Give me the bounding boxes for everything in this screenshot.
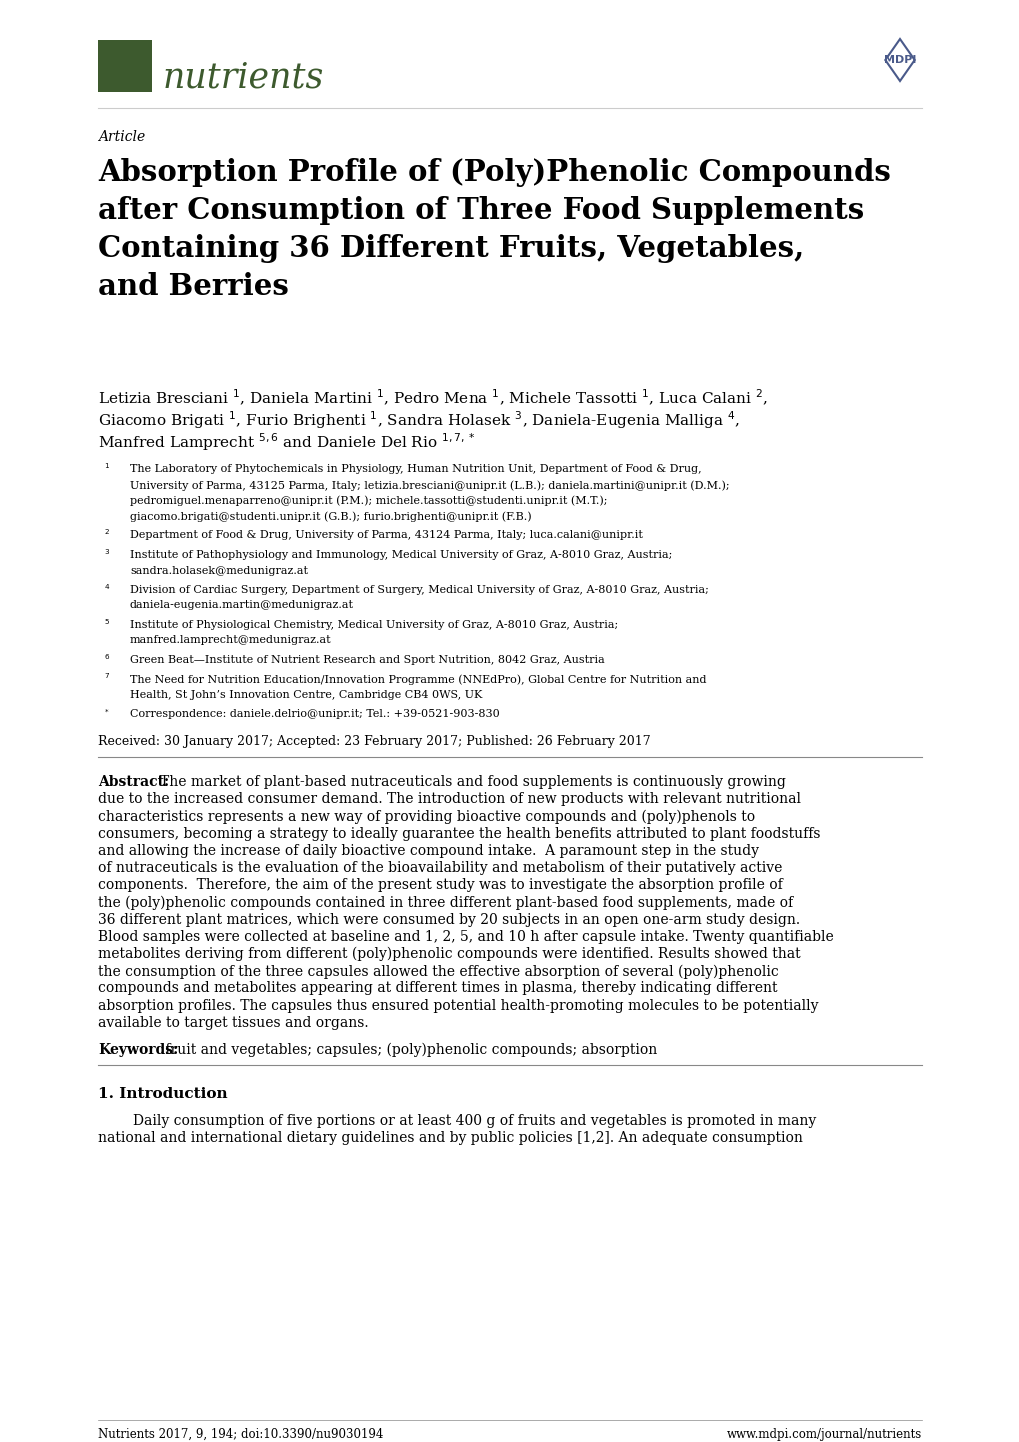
Text: consumers, becoming a strategy to ideally guarantee the health benefits attribut: consumers, becoming a strategy to ideall…	[98, 826, 819, 841]
Text: Received: 30 January 2017; Accepted: 23 February 2017; Published: 26 February 20: Received: 30 January 2017; Accepted: 23 …	[98, 735, 650, 748]
Text: The Laboratory of Phytochemicals in Physiology, Human Nutrition Unit, Department: The Laboratory of Phytochemicals in Phys…	[129, 464, 701, 474]
Text: giacomo.brigati@studenti.unipr.it (G.B.); furio.brighenti@unipr.it (F.B.): giacomo.brigati@studenti.unipr.it (G.B.)…	[129, 510, 531, 522]
Text: $^{7}$: $^{7}$	[104, 675, 110, 684]
Text: manfred.lamprecht@medunigraz.at: manfred.lamprecht@medunigraz.at	[129, 636, 331, 646]
Text: the (poly)phenolic compounds contained in three different plant-based food suppl: the (poly)phenolic compounds contained i…	[98, 895, 793, 910]
Text: www.mdpi.com/journal/nutrients: www.mdpi.com/journal/nutrients	[726, 1428, 921, 1441]
Text: $^{3}$: $^{3}$	[104, 549, 110, 559]
FancyBboxPatch shape	[98, 40, 152, 92]
Text: Green Beat—Institute of Nutrient Research and Sport Nutrition, 8042 Graz, Austri: Green Beat—Institute of Nutrient Researc…	[129, 655, 604, 665]
Text: $^{6}$: $^{6}$	[104, 655, 110, 663]
Text: compounds and metabolites appearing at different times in plasma, thereby indica: compounds and metabolites appearing at d…	[98, 982, 776, 995]
Text: and Berries: and Berries	[98, 273, 288, 301]
Text: after Consumption of Three Food Supplements: after Consumption of Three Food Suppleme…	[98, 196, 863, 225]
Text: $^{5}$: $^{5}$	[104, 620, 110, 629]
Text: fruit and vegetables; capsules; (poly)phenolic compounds; absorption: fruit and vegetables; capsules; (poly)ph…	[161, 1043, 656, 1057]
Text: daniela-eugenia.martin@medunigraz.at: daniela-eugenia.martin@medunigraz.at	[129, 600, 354, 610]
Text: Blood samples were collected at baseline and 1, 2, 5, and 10 h after capsule int: Blood samples were collected at baseline…	[98, 930, 833, 945]
Text: Abstract:: Abstract:	[98, 774, 169, 789]
Text: Department of Food & Drug, University of Parma, 43124 Parma, Italy; luca.calani@: Department of Food & Drug, University of…	[129, 531, 642, 541]
Text: $^{2}$: $^{2}$	[104, 531, 110, 539]
Text: absorption profiles. The capsules thus ensured potential health-promoting molecu: absorption profiles. The capsules thus e…	[98, 999, 817, 1012]
Text: The Need for Nutrition Education/Innovation Programme (NNEdPro), Global Centre f: The Need for Nutrition Education/Innovat…	[129, 675, 706, 685]
Text: components.  Therefore, the aim of the present study was to investigate the abso: components. Therefore, the aim of the pr…	[98, 878, 782, 893]
Text: characteristics represents a new way of providing bioactive compounds and (poly): characteristics represents a new way of …	[98, 809, 754, 823]
Text: Institute of Physiological Chemistry, Medical University of Graz, A-8010 Graz, A: Institute of Physiological Chemistry, Me…	[129, 620, 618, 630]
Text: Containing 36 Different Fruits, Vegetables,: Containing 36 Different Fruits, Vegetabl…	[98, 234, 803, 262]
Text: pedromiguel.menaparreno@unipr.it (P.M.); michele.tassotti@studenti.unipr.it (M.T: pedromiguel.menaparreno@unipr.it (P.M.);…	[129, 496, 607, 506]
Text: available to target tissues and organs.: available to target tissues and organs.	[98, 1015, 368, 1030]
Text: Nutrients 2017, 9, 194; doi:10.3390/nu9030194: Nutrients 2017, 9, 194; doi:10.3390/nu90…	[98, 1428, 383, 1441]
Text: The market of plant-based nutraceuticals and food supplements is continuously gr: The market of plant-based nutraceuticals…	[160, 774, 785, 789]
Text: $^{*}$: $^{*}$	[104, 709, 109, 718]
Text: Health, St John’s Innovation Centre, Cambridge CB4 0WS, UK: Health, St John’s Innovation Centre, Cam…	[129, 691, 482, 699]
Text: Institute of Pathophysiology and Immunology, Medical University of Graz, A-8010 : Institute of Pathophysiology and Immunol…	[129, 549, 672, 559]
Text: Division of Cardiac Surgery, Department of Surgery, Medical University of Graz, : Division of Cardiac Surgery, Department …	[129, 585, 708, 596]
Text: Giacomo Brigati $^{1}$, Furio Brighenti $^{1}$, Sandra Holasek $^{3}$, Daniela-E: Giacomo Brigati $^{1}$, Furio Brighenti …	[98, 410, 740, 431]
Text: $^{4}$: $^{4}$	[104, 585, 110, 594]
Text: Absorption Profile of (Poly)Phenolic Compounds: Absorption Profile of (Poly)Phenolic Com…	[98, 159, 890, 187]
Text: nutrients: nutrients	[163, 61, 324, 94]
Text: 1. Introduction: 1. Introduction	[98, 1087, 227, 1102]
Text: Keywords:: Keywords:	[98, 1043, 178, 1057]
Text: the consumption of the three capsules allowed the effective absorption of severa: the consumption of the three capsules al…	[98, 965, 777, 979]
Text: Letizia Bresciani $^{1}$, Daniela Martini $^{1}$, Pedro Mena $^{1}$, Michele Tas: Letizia Bresciani $^{1}$, Daniela Martin…	[98, 388, 767, 408]
Text: MDPI: MDPI	[882, 55, 915, 65]
Text: sandra.holasek@medunigraz.at: sandra.holasek@medunigraz.at	[129, 565, 308, 575]
Text: national and international dietary guidelines and by public policies [1,2]. An a: national and international dietary guide…	[98, 1131, 802, 1145]
Text: Article: Article	[98, 130, 145, 144]
Text: Manfred Lamprecht $^{5,6}$ and Daniele Del Rio $^{1,7,*}$: Manfred Lamprecht $^{5,6}$ and Daniele D…	[98, 431, 475, 453]
Text: Correspondence: daniele.delrio@unipr.it; Tel.: +39-0521-903-830: Correspondence: daniele.delrio@unipr.it;…	[129, 709, 499, 720]
Text: due to the increased consumer demand. The introduction of new products with rele: due to the increased consumer demand. Th…	[98, 792, 800, 806]
Text: Daily consumption of five portions or at least 400 g of fruits and vegetables is: Daily consumption of five portions or at…	[132, 1115, 815, 1128]
Text: University of Parma, 43125 Parma, Italy; letizia.bresciani@unipr.it (L.B.); dani: University of Parma, 43125 Parma, Italy;…	[129, 480, 729, 490]
Text: of nutraceuticals is the evaluation of the bioavailability and metabolism of the: of nutraceuticals is the evaluation of t…	[98, 861, 782, 875]
Text: and allowing the increase of daily bioactive compound intake.  A paramount step : and allowing the increase of daily bioac…	[98, 844, 758, 858]
Text: $^{1}$: $^{1}$	[104, 464, 110, 473]
Text: metabolites deriving from different (poly)phenolic compounds were identified. Re: metabolites deriving from different (pol…	[98, 947, 800, 962]
Text: 36 different plant matrices, which were consumed by 20 subjects in an open one-a: 36 different plant matrices, which were …	[98, 913, 799, 927]
